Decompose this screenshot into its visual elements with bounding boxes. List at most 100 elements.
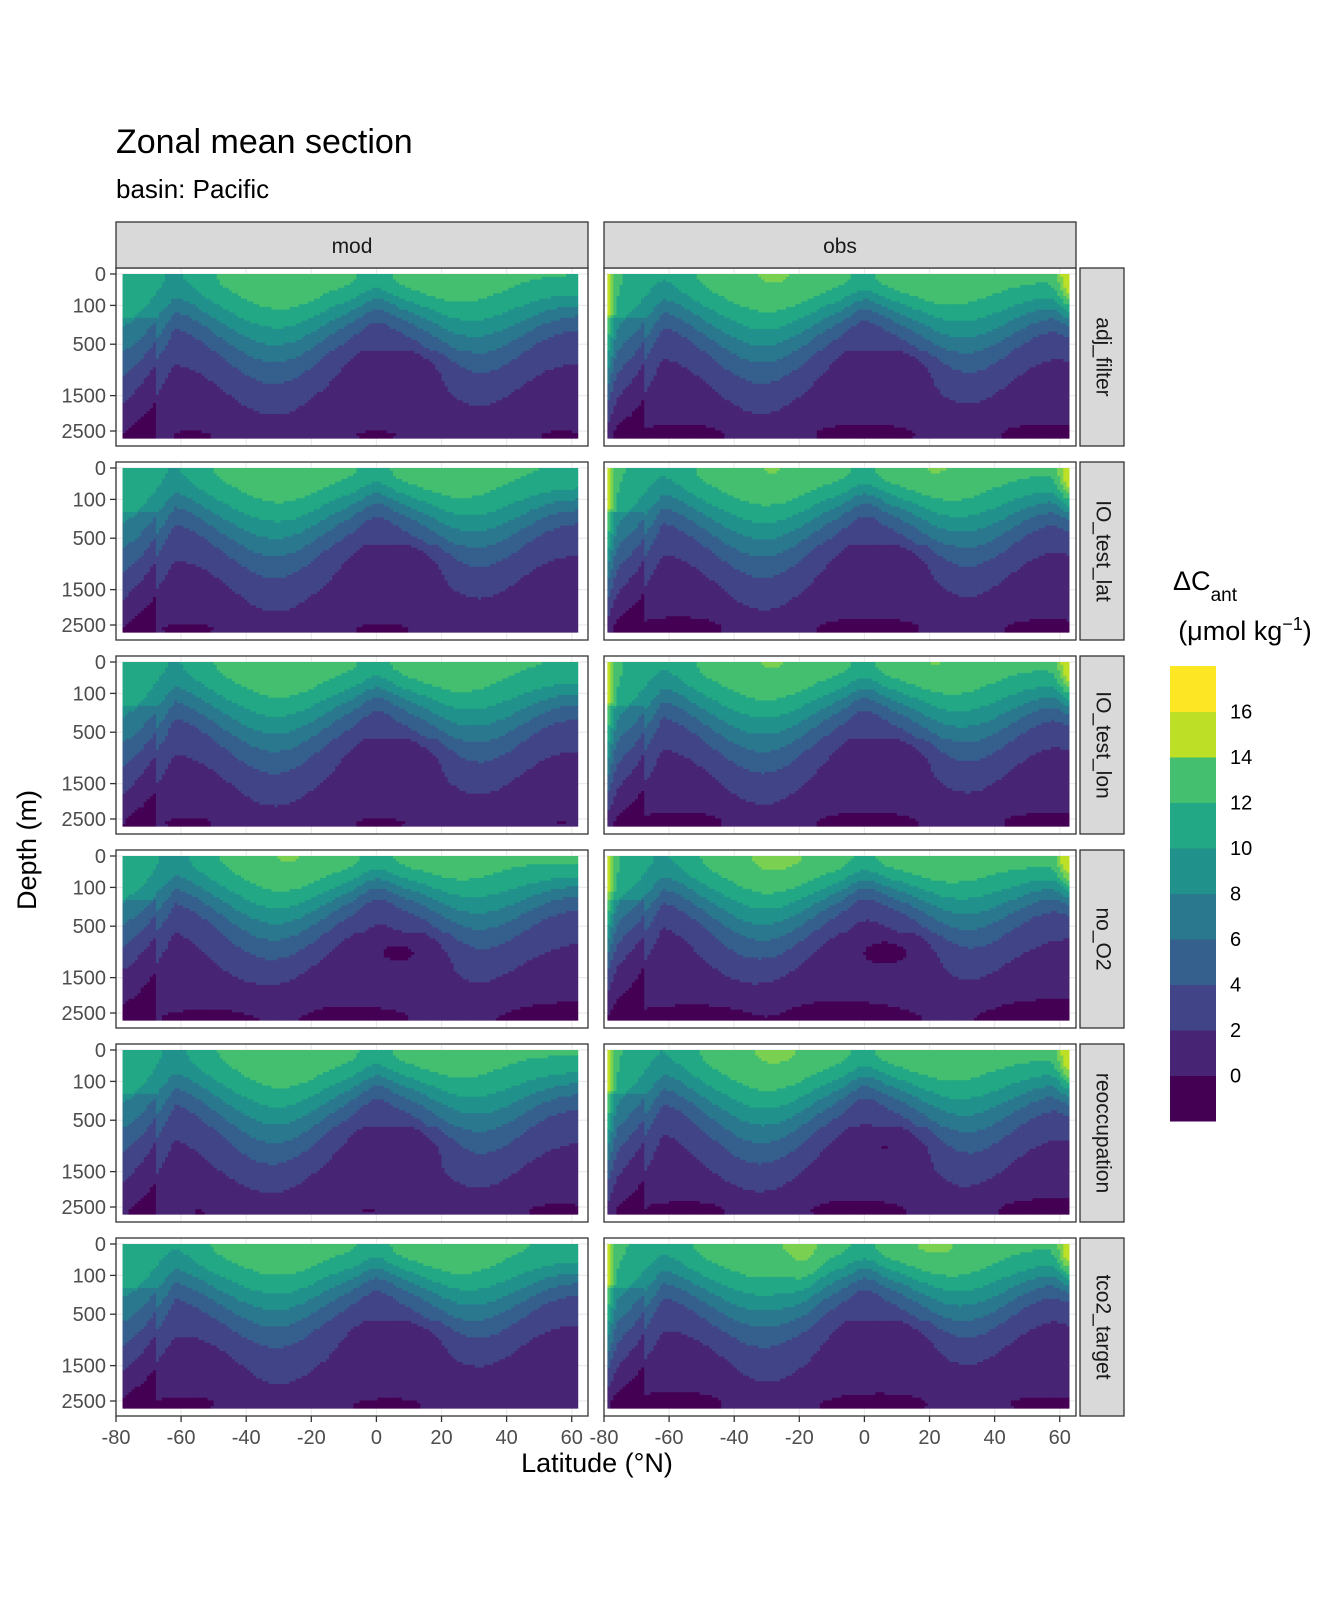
contour-cell [547,276,552,300]
contour-cell [228,558,233,590]
contour-cell [687,492,692,508]
contour-cell [420,525,424,540]
contour-cell [250,408,254,439]
contour-cell [502,290,506,314]
contour-cell [347,312,351,325]
contour-cell [310,736,315,756]
contour-cell [484,334,488,355]
contour-cell [180,664,184,691]
contour-cell [256,692,260,715]
contour-cell [906,522,910,540]
contour-cell [724,591,729,633]
contour-cell [487,350,491,374]
contour-cell [1038,514,1043,529]
contour-cell [408,323,412,338]
contour-cell [326,323,330,338]
contour-cell [884,298,889,308]
contour-cell [231,328,236,346]
contour-cell [847,306,852,319]
contour-cell [499,509,503,527]
contour-cell [244,708,248,726]
contour-cell [319,342,324,360]
contour-cell [405,531,409,546]
contour-cell [613,599,618,626]
contour-cell [474,514,479,532]
contour-cell [192,662,197,680]
contour-cell [832,558,836,623]
contour-cell [826,317,830,330]
contour-cell [292,520,297,535]
contour-cell [316,703,321,718]
y-tick-label: 100 [73,295,106,317]
contour-cell [304,514,309,529]
contour-cell [341,662,345,674]
contour-cell [826,484,830,499]
contour-cell [517,284,522,308]
contour-cell [989,331,994,346]
contour-cell [237,594,242,633]
contour-cell [656,514,661,535]
contour-cell [405,481,409,497]
contour-cell [967,498,972,516]
contour-cell [131,736,136,759]
contour-cell [134,586,139,617]
contour-cell [739,359,744,379]
contour-cell [158,722,163,745]
contour-cell [1041,334,1046,363]
contour-cell [773,575,778,609]
contour-cell [247,408,251,439]
contour-cell [225,394,230,439]
contour-cell [438,547,443,571]
contour-cell [283,309,288,327]
contour-cell [216,694,221,710]
contour-cell [201,468,206,491]
contour-cell [398,503,403,516]
contour-cell [134,561,139,587]
contour-cell [353,667,358,688]
contour-cell [213,304,218,319]
contour-cell [219,274,224,286]
contour-cell [779,326,784,344]
contour-cell [171,315,175,333]
contour-cell [749,309,753,330]
contour-cell [678,364,682,426]
contour-cell [316,591,321,633]
contour-cell [1004,386,1009,432]
contour-cell [213,692,218,710]
contour-cell [146,766,151,800]
contour-cell [177,755,181,820]
contour-cell [841,353,846,426]
contour-cell [171,298,175,316]
contour-cell [204,624,209,633]
contour-cell [550,531,555,562]
contour-cell [438,569,443,633]
contour-cell [174,312,178,330]
contour-cell [921,337,926,352]
contour-cell [696,511,701,527]
contour-cell [782,326,787,341]
contour-cell [268,520,272,540]
contour-cell [429,468,434,491]
contour-cell [529,301,534,319]
contour-cell [927,569,932,633]
contour-cell [192,274,197,289]
contour-cell [779,520,784,538]
contour-cell [277,752,282,776]
contour-cell [131,274,136,319]
contour-cell [529,381,534,439]
contour-cell [909,356,913,432]
contour-cell [538,326,543,344]
contour-cell [921,298,926,314]
contour-cell [481,547,485,568]
contour-cell [122,317,127,327]
contour-cell [625,536,630,560]
contour-cell [1044,618,1049,633]
contour-cell [767,383,772,415]
contour-cell [1014,525,1018,543]
contour-cell [216,279,221,305]
contour-cell [222,780,227,827]
contour-cell [456,514,461,529]
contour-cell [1054,331,1058,360]
contour-cell [841,550,846,620]
contour-cell [1057,506,1061,516]
